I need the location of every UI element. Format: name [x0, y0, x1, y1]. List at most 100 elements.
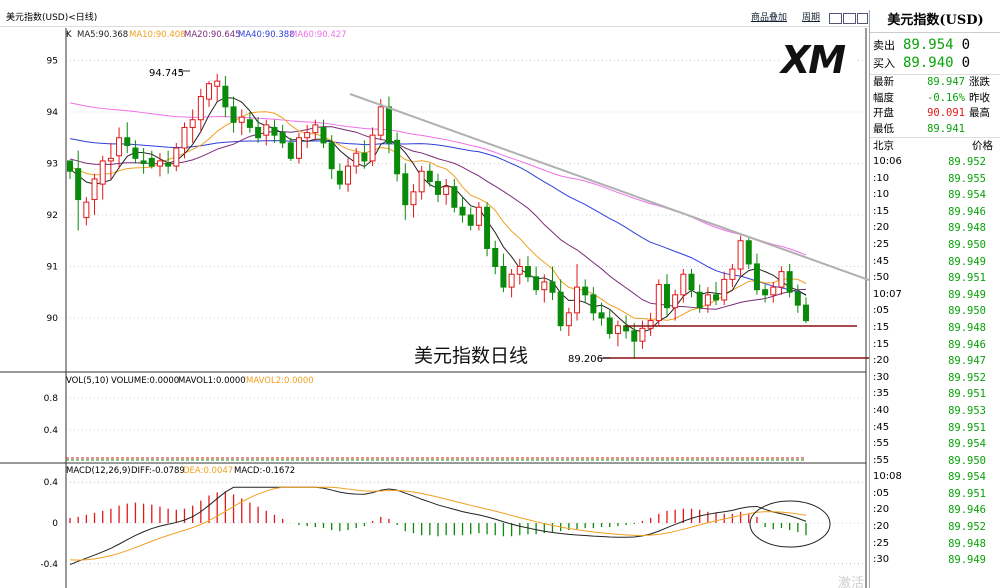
- sell-price: 89.954: [903, 37, 954, 53]
- diff-line: [69, 486, 807, 566]
- candle-body: [786, 271, 793, 293]
- grid-icon[interactable]: [857, 13, 868, 24]
- tick-row: 10:07 89.949: [870, 287, 1000, 304]
- period-menu[interactable]: 周期: [802, 13, 821, 23]
- ma10-line: [69, 111, 807, 321]
- candle-body: [83, 201, 90, 219]
- grid-icon[interactable]: [829, 13, 842, 24]
- candle-body: [606, 317, 613, 334]
- sell-row: 卖出 89.954 0: [870, 36, 1000, 54]
- candle-body: [156, 160, 163, 167]
- tick-row: :15 89.946: [870, 204, 1000, 221]
- tick-time: :55: [873, 438, 890, 450]
- y-tick-label: 92: [47, 211, 58, 221]
- low-annotation: 89.206: [568, 354, 603, 365]
- tick-time: :20: [873, 521, 890, 533]
- tick-row: :30 89.952: [870, 370, 1000, 387]
- candle-body: [721, 278, 728, 301]
- candle-body: [418, 170, 425, 193]
- stat-row: 幅度 -0.16% 昨收: [870, 91, 1000, 107]
- tick-row: :15 89.948: [870, 320, 1000, 337]
- y-tick-label: 91: [47, 263, 58, 273]
- legend-dea: DEA:0.0047: [183, 466, 233, 476]
- tick-row: :10 89.955: [870, 171, 1000, 188]
- candle-body: [148, 157, 155, 167]
- candle-body: [557, 291, 564, 327]
- tick-time: :55: [873, 454, 890, 466]
- tick-price: 89.952: [948, 371, 986, 384]
- candle-body: [508, 273, 515, 288]
- tick-row: :20 89.946: [870, 502, 1000, 519]
- overlay-menu[interactable]: 商品叠加: [751, 13, 788, 23]
- tick-price: 89.946: [948, 205, 986, 218]
- tick-price: 89.948: [948, 222, 986, 235]
- tick-price: 89.949: [948, 255, 986, 268]
- chart-title: 美元指数(USD)<日线): [6, 13, 98, 23]
- candle-body: [402, 173, 409, 206]
- candle-body: [385, 106, 392, 144]
- candle-body: [222, 85, 229, 108]
- candle-body: [598, 312, 605, 319]
- tick-list[interactable]: 10:06 89.952:10 89.955:10 89.954:15 89.946:2…: [870, 154, 1000, 569]
- candle-body: [345, 165, 352, 185]
- tick-price: 89.951: [948, 388, 986, 401]
- tick-price: 89.953: [948, 404, 986, 417]
- chart-title-bar: 美元指数(USD)<日线) 商品叠加 周期: [0, 10, 869, 27]
- tick-price: 89.952: [948, 521, 986, 534]
- tick-row: :45 89.949: [870, 254, 1000, 271]
- candle-body: [410, 191, 417, 206]
- tick-row: :40 89.953: [870, 403, 1000, 420]
- candle-body: [614, 325, 621, 334]
- y-tick-label: -0.4: [40, 560, 58, 570]
- tick-price: 89.954: [948, 471, 986, 484]
- candle-body: [238, 116, 245, 123]
- highlight-ellipse: [749, 500, 831, 548]
- tick-price: 89.946: [948, 338, 986, 351]
- candle-body: [173, 147, 180, 167]
- candle-body: [713, 294, 720, 301]
- tick-row: :25 89.948: [870, 536, 1000, 553]
- stat-label: 最低: [873, 122, 894, 135]
- grid-icon[interactable]: [843, 13, 856, 24]
- ticks-header-time: 北京: [873, 140, 894, 152]
- tick-time: :05: [873, 305, 890, 317]
- tick-time: :05: [873, 487, 890, 499]
- candle-body: [704, 294, 711, 306]
- tick-time: :20: [873, 355, 890, 367]
- candle-body: [394, 139, 401, 175]
- stat-label: 最高: [969, 107, 990, 119]
- ma20-line: [69, 126, 807, 310]
- legend-vol: VOL(5,10): [66, 376, 109, 386]
- candle-body: [214, 80, 221, 87]
- tick-time: :20: [873, 222, 890, 234]
- candle-body: [312, 124, 319, 134]
- buy-volume: 0: [961, 55, 971, 71]
- candle-body: [492, 247, 499, 268]
- xm-logo: XM: [779, 38, 858, 82]
- watermark: 激活 Windows: [838, 576, 869, 588]
- tick-price: 89.947: [948, 355, 986, 368]
- stat-row: 最低 89.941: [870, 122, 1000, 138]
- legend-mavol2: MAVOL2:0.0000: [246, 376, 314, 386]
- candle-body: [197, 96, 204, 121]
- y-tick-label: 0.4: [44, 426, 59, 436]
- legend-k: K: [66, 30, 72, 40]
- candle-body: [533, 276, 540, 291]
- tick-row: :20 89.952: [870, 519, 1000, 536]
- stat-label: 昨收: [969, 91, 990, 104]
- y-tick-label: 93: [47, 160, 58, 170]
- candle-body: [328, 142, 335, 170]
- candle-body: [688, 273, 695, 291]
- tick-price: 89.950: [948, 238, 986, 251]
- legend-macd-value: MACD:-0.1672: [234, 466, 295, 476]
- candle-body: [500, 266, 507, 288]
- stat-value: -0.16%: [927, 91, 965, 104]
- quote-panel: 美元指数(USD) 卖出 89.954 0 买入 89.940 0 最新 89.9…: [869, 10, 1000, 588]
- tick-price: 89.946: [948, 504, 986, 517]
- y-tick-label: 0: [52, 519, 58, 529]
- tick-row: :20 89.948: [870, 220, 1000, 237]
- y-tick-label: 90: [47, 314, 59, 324]
- legend-diff: DIFF:-0.0789: [131, 466, 185, 476]
- stat-value: 89.947: [927, 76, 965, 88]
